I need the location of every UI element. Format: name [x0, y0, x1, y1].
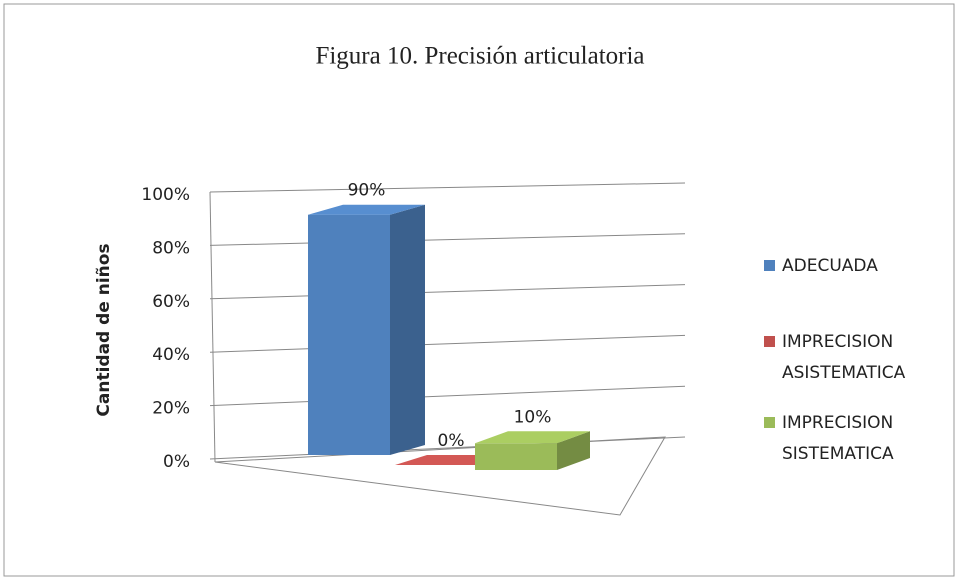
bar-top: [308, 204, 425, 215]
y-tick-label: 100%: [141, 185, 190, 205]
grid-line: [209, 182, 686, 193]
bar: [308, 214, 390, 455]
legend-swatch: [764, 260, 775, 271]
legend-label: IMPRECISION ASISTEMATICA: [782, 332, 906, 383]
legend-swatch: [764, 417, 775, 428]
legend-label: IMPRECISION SISTEMATICA: [782, 413, 894, 464]
grid-line: [209, 334, 686, 353]
y-tick-label: 60%: [152, 292, 190, 312]
legend-swatch: [764, 336, 775, 347]
chart-frame: [3, 3, 955, 577]
y-tick-label: 0%: [163, 452, 190, 472]
chart-title: Figura 10. Precisión articulatoria: [315, 43, 644, 70]
y-tick-label: 20%: [152, 399, 190, 419]
bar: [475, 443, 557, 470]
grid-line: [209, 233, 686, 246]
legend-label: ADECUADA: [782, 256, 878, 276]
data-label: 90%: [348, 181, 386, 201]
data-label: 10%: [514, 407, 552, 427]
grid-line: [209, 284, 686, 300]
y-tick-label: 40%: [152, 345, 190, 365]
grid-line: [209, 436, 686, 460]
floor: [214, 436, 666, 516]
bar-top: [475, 431, 590, 444]
y-tick-label: 80%: [152, 238, 190, 258]
y-axis-label: Cantidad de niños: [94, 243, 114, 416]
data-label: 0%: [438, 431, 465, 451]
grid-line: [209, 385, 686, 407]
bar-side: [557, 431, 590, 470]
y-axis: [209, 191, 216, 463]
bar-side: [390, 204, 425, 455]
